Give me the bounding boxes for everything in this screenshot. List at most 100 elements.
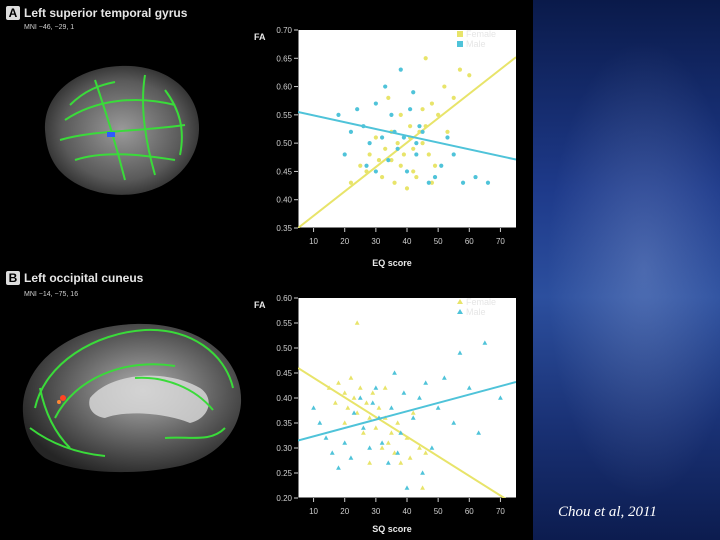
male-point bbox=[367, 141, 372, 146]
male-point bbox=[398, 67, 403, 72]
female-point bbox=[445, 129, 450, 134]
male-point bbox=[498, 395, 503, 400]
male-point bbox=[386, 158, 391, 163]
male-point bbox=[373, 385, 379, 390]
female-point bbox=[389, 158, 394, 163]
chart-eq: 0.35 0.40 0.45 0.50 0.55 0.60 0.65 0.70 10 20 30 40… bbox=[254, 26, 516, 268]
male-point bbox=[482, 340, 488, 345]
male-point bbox=[342, 152, 347, 157]
scatter-charts: 0.35 0.40 0.45 0.50 0.55 0.60 0.65 0.70 10 20 30 40… bbox=[254, 26, 516, 534]
x-tick-label: 50 bbox=[434, 507, 443, 516]
female-point bbox=[411, 146, 416, 151]
male-point bbox=[439, 163, 444, 168]
female-point bbox=[467, 73, 472, 78]
panel-letter-a: A bbox=[6, 6, 20, 20]
y-tick-label: 0.50 bbox=[276, 139, 292, 148]
male-point bbox=[317, 420, 323, 425]
male-point bbox=[426, 180, 431, 185]
y-tick-label: 0.35 bbox=[276, 224, 292, 233]
female-point bbox=[432, 163, 438, 168]
female-point bbox=[407, 455, 413, 460]
female-point bbox=[417, 129, 422, 134]
male-point bbox=[323, 435, 329, 440]
x-tick-label: 10 bbox=[309, 507, 318, 516]
female-point bbox=[423, 56, 428, 61]
female-point bbox=[367, 460, 373, 465]
y-tick-label: 0.35 bbox=[276, 419, 292, 428]
female-point bbox=[373, 425, 379, 430]
female-point bbox=[376, 405, 382, 410]
legend-label: Female bbox=[466, 29, 496, 39]
male-point bbox=[401, 390, 407, 395]
male-point bbox=[435, 405, 441, 410]
y-tick-label: 0.40 bbox=[276, 394, 292, 403]
female-point bbox=[358, 163, 363, 168]
male-point bbox=[410, 415, 416, 420]
male-point bbox=[389, 112, 394, 117]
y-tick-label: 0.60 bbox=[276, 294, 292, 303]
female-point bbox=[404, 435, 410, 440]
female-point bbox=[379, 445, 385, 450]
female-point bbox=[367, 415, 373, 420]
male-point bbox=[414, 141, 419, 146]
female-point bbox=[389, 430, 394, 435]
female-point bbox=[383, 146, 388, 151]
male-point bbox=[476, 430, 482, 435]
female-point bbox=[401, 152, 406, 157]
female-point bbox=[342, 420, 348, 425]
female-point bbox=[326, 385, 332, 390]
male-point bbox=[357, 395, 363, 400]
male-point bbox=[392, 370, 397, 375]
y-axis-label: FA bbox=[254, 300, 266, 310]
x-tick-label: 60 bbox=[465, 237, 474, 246]
female-point bbox=[348, 375, 354, 380]
female-point bbox=[423, 124, 428, 129]
brain-b-callosum bbox=[89, 375, 209, 423]
male-point bbox=[473, 174, 478, 180]
female-point bbox=[426, 152, 431, 157]
male-point bbox=[417, 395, 422, 400]
female-point bbox=[382, 385, 388, 390]
male-point bbox=[423, 380, 429, 385]
female-point bbox=[395, 420, 401, 425]
panel-letter-b: B bbox=[6, 271, 20, 285]
female-point bbox=[392, 450, 397, 455]
female-point bbox=[408, 124, 413, 129]
male-point bbox=[336, 465, 341, 470]
brain-b-cluster bbox=[60, 395, 66, 401]
y-tick-label: 0.20 bbox=[276, 494, 292, 503]
y-tick-label: 0.40 bbox=[276, 196, 292, 205]
male-point bbox=[451, 152, 456, 157]
x-tick-label: 70 bbox=[496, 507, 505, 516]
x-axis-label: SQ score bbox=[372, 524, 412, 534]
male-point bbox=[398, 430, 404, 435]
x-tick-label: 10 bbox=[309, 237, 318, 246]
male-point bbox=[355, 107, 360, 112]
male-point bbox=[445, 135, 450, 140]
male-point bbox=[348, 455, 354, 460]
male-point bbox=[383, 84, 388, 89]
male-fit-line bbox=[298, 381, 516, 442]
female-point bbox=[414, 174, 419, 180]
y-tick-label: 0.55 bbox=[276, 111, 292, 120]
female-point bbox=[354, 410, 360, 415]
male-point bbox=[401, 135, 406, 140]
brain-a-cluster bbox=[107, 132, 115, 137]
male-point bbox=[417, 124, 422, 129]
female-point bbox=[429, 101, 435, 106]
female-point bbox=[410, 410, 416, 415]
female-point bbox=[429, 180, 435, 185]
y-tick-label: 0.70 bbox=[276, 26, 292, 35]
female-point bbox=[342, 390, 348, 395]
legend-marker bbox=[457, 31, 463, 37]
male-point bbox=[466, 385, 472, 390]
female-point bbox=[398, 163, 403, 168]
female-point bbox=[392, 180, 397, 185]
male-point bbox=[367, 445, 373, 450]
female-point bbox=[420, 107, 425, 112]
male-point bbox=[379, 440, 385, 445]
male-point bbox=[361, 124, 366, 129]
male-point bbox=[342, 440, 348, 445]
x-axis-label: EQ score bbox=[372, 258, 412, 268]
male-point bbox=[460, 180, 466, 185]
